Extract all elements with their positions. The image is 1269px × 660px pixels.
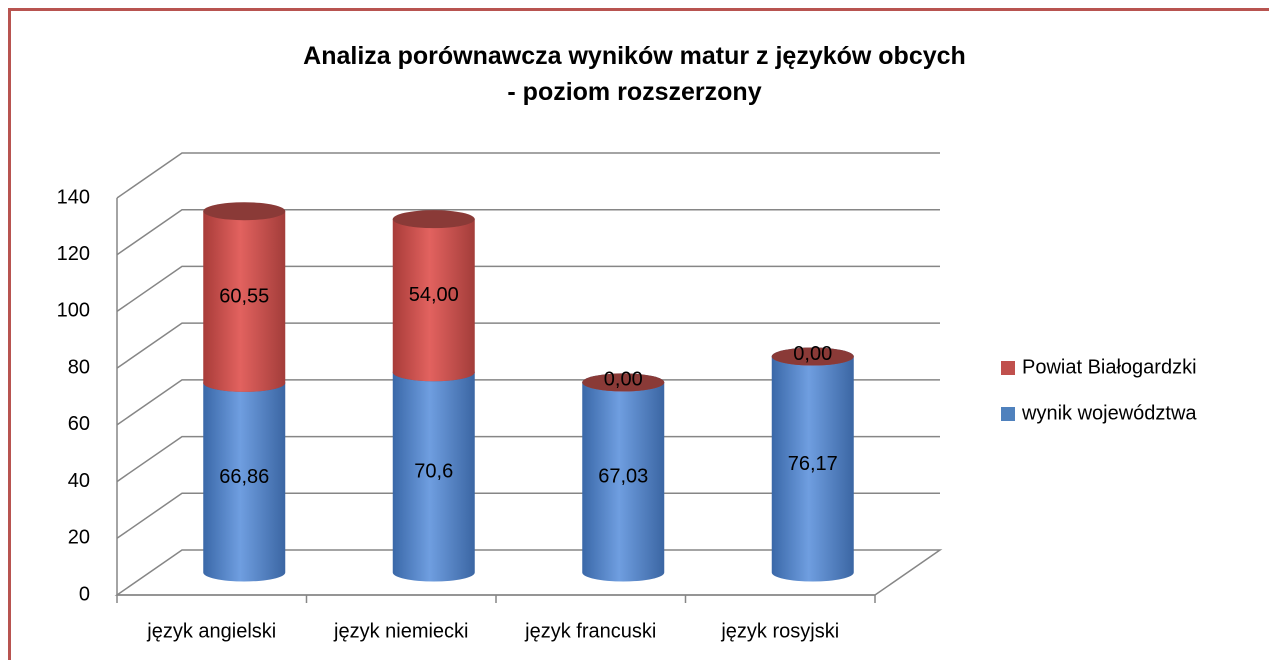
y-tick-label: 60 — [68, 413, 90, 435]
data-label: 76,17 — [788, 453, 838, 475]
frame — [8, 8, 1269, 660]
grid-line — [116, 152, 940, 199]
data-label: 70,6 — [414, 461, 453, 483]
legend-label: wynik województwa — [1021, 402, 1197, 424]
y-tick-label: 20 — [68, 527, 90, 549]
bar — [582, 373, 665, 392]
x-tick-label: język rosyjski — [720, 620, 839, 642]
grid-line — [116, 379, 940, 426]
y-tick-label: 40 — [68, 470, 90, 492]
data-label: 66,86 — [219, 466, 269, 488]
data-label: 54,00 — [409, 284, 459, 306]
chart-title: Analiza porównawcza wyników matur z języ… — [303, 42, 966, 106]
y-tick-label: 140 — [57, 186, 90, 208]
bar — [771, 347, 854, 366]
bar — [203, 202, 286, 392]
grid-line — [116, 322, 940, 369]
x-tick-label: język francuski — [524, 620, 656, 642]
x-tick-label: język angielski — [146, 620, 276, 642]
bar — [392, 210, 475, 382]
y-tick-label: 0 — [79, 583, 90, 605]
data-label: 60,55 — [219, 285, 269, 307]
y-tick-label: 80 — [68, 356, 90, 378]
x-tick-label: język niemiecki — [333, 620, 468, 642]
legend-swatch — [1001, 361, 1015, 375]
y-tick-label: 120 — [57, 243, 90, 265]
grid-line — [116, 208, 940, 256]
y-tick-label: 100 — [57, 300, 90, 322]
data-label: 0,00 — [793, 343, 832, 365]
data-label: 67,03 — [598, 466, 648, 488]
grid-line — [116, 492, 940, 539]
grid-line — [116, 265, 940, 313]
legend-label: Powiat Białogardzki — [1022, 356, 1197, 378]
grid-line — [116, 435, 940, 483]
data-label: 0,00 — [604, 369, 643, 391]
legend-swatch — [1001, 407, 1015, 421]
